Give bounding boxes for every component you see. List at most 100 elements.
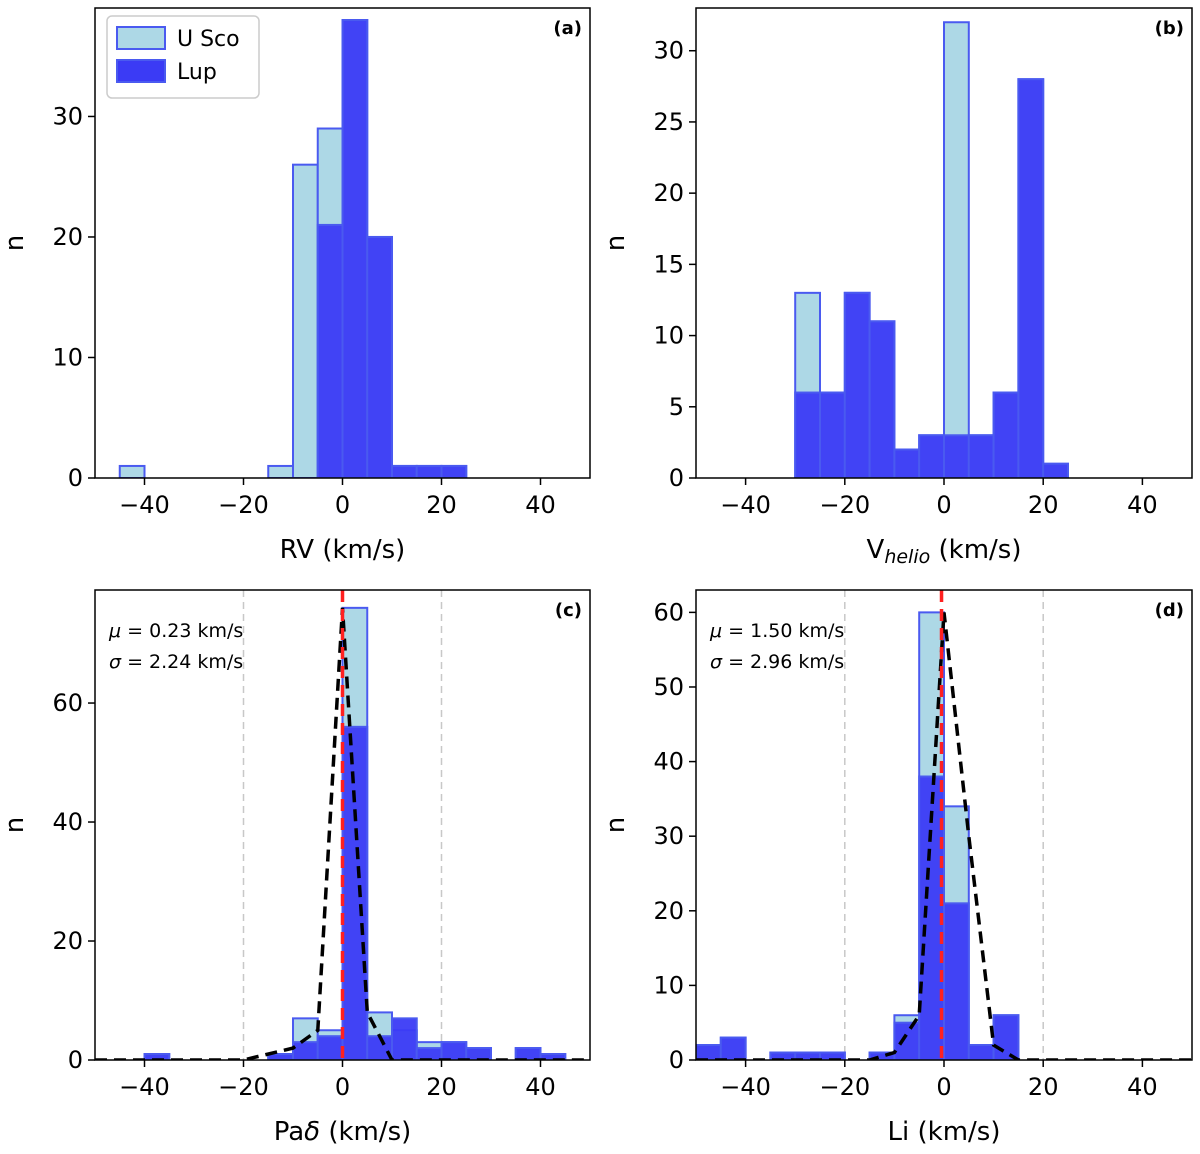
x-tick-label: 20	[426, 1073, 457, 1101]
y-axis-label: n	[0, 817, 30, 833]
y-tick-label: 0	[669, 464, 684, 492]
x-tick-label: −20	[819, 491, 870, 519]
x-axis-label: Li (km/s)	[888, 1117, 1001, 1147]
x-axis-label: Vhelio (km/s)	[867, 535, 1022, 568]
x-tick-label: −20	[218, 1073, 269, 1101]
bar-lup	[843, 291, 871, 478]
y-tick-label: 25	[653, 108, 684, 136]
y-axis-label: n	[601, 817, 631, 833]
plot-area-b	[794, 21, 1069, 478]
bar-lup	[1017, 78, 1045, 478]
panel-tag: (a)	[553, 18, 582, 39]
bar-lup	[943, 434, 970, 478]
bar-lup	[1042, 462, 1069, 478]
y-tick-label: 15	[653, 250, 684, 278]
panel-tag: (b)	[1155, 18, 1184, 39]
y-tick-label: 0	[68, 464, 83, 492]
bar-lup	[918, 434, 946, 478]
y-tick-label: 30	[653, 37, 684, 65]
x-tick-label: −20	[819, 1073, 870, 1101]
bar-lup	[415, 1047, 443, 1060]
y-tick-label: 20	[653, 179, 684, 207]
bar-lup	[992, 391, 1020, 478]
y-tick-label: 60	[653, 598, 684, 626]
bar-lup	[992, 1014, 1020, 1060]
y-tick-label: 20	[52, 927, 83, 955]
x-tick-label: −40	[119, 1073, 170, 1101]
x-tick-label: 0	[335, 491, 350, 519]
bar-lup	[539, 1053, 567, 1060]
bar-lup	[341, 725, 369, 1060]
x-tick-label: 40	[525, 491, 556, 519]
x-tick-label: −40	[720, 491, 771, 519]
y-tick-label: 0	[68, 1046, 83, 1074]
panel-b: −40 −20 0 20 40 0 5 10 15 20 25 30 Vhelio (km/s) n (b)	[601, 7, 1193, 568]
y-tick-label: 20	[653, 897, 684, 925]
panel-d: −40 −20 0 20 40 0 10 20 30 40 50 60 Li (km/s) n (d) μ =…	[601, 589, 1193, 1147]
mu-annotation: μ = 0.23 km/s	[108, 620, 243, 642]
bar-lup	[719, 1036, 747, 1060]
bar-lup	[391, 464, 418, 478]
bar-lup	[143, 1053, 171, 1060]
sigma-annotation: σ = 2.96 km/s	[710, 651, 844, 673]
legend-label-usco: U Sco	[177, 27, 240, 52]
x-tick-label: 0	[936, 491, 951, 519]
y-tick-label: 20	[52, 223, 83, 251]
bar-lup	[415, 464, 443, 478]
bar-lup	[341, 19, 369, 478]
bar-lup	[316, 1035, 344, 1060]
y-tick-label: 30	[52, 102, 83, 130]
x-tick-label: 20	[426, 491, 457, 519]
bar-lup	[440, 1041, 468, 1060]
mu-annotation: μ = 1.50 km/s	[709, 620, 844, 642]
x-tick-label: 20	[1028, 491, 1059, 519]
y-tick-label: 10	[653, 322, 684, 350]
x-tick-label: 40	[1127, 491, 1158, 519]
y-tick-label: 10	[653, 971, 684, 999]
x-axis-label: RV (km/s)	[280, 535, 406, 565]
y-tick-label: 0	[669, 1046, 684, 1074]
x-tick-label: −40	[119, 491, 170, 519]
legend-swatch-lup	[116, 59, 166, 83]
panel-a: −40 −20 0 20 40 0 10 20 30 RV (km/s) n (a) U Sco Lup	[0, 7, 591, 565]
bar-lup	[868, 320, 896, 478]
y-tick-label: 10	[52, 343, 83, 371]
bar-lup	[893, 1021, 921, 1060]
y-tick-label: 60	[52, 689, 83, 717]
x-tick-label: 0	[335, 1073, 350, 1101]
bar-lup	[967, 1044, 995, 1060]
bar-lup	[967, 434, 995, 478]
bar-lup	[391, 1017, 418, 1060]
x-tick-label: −20	[218, 491, 269, 519]
x-tick-label: −40	[720, 1073, 771, 1101]
bar-lup	[366, 235, 393, 478]
bar-usco	[118, 464, 146, 478]
bar-lup	[893, 448, 921, 478]
panel-c: −40 −20 0 20 40 0 20 40 60 Paδ (km/s) n (c) μ = 0.23…	[0, 589, 591, 1147]
y-tick-label: 30	[653, 822, 684, 850]
x-tick-label: 0	[936, 1073, 951, 1101]
legend: U Sco Lup	[106, 15, 260, 99]
gaussian-fit-line	[95, 607, 590, 1060]
x-tick-label: 40	[1127, 1073, 1158, 1101]
y-axis-label: n	[0, 235, 30, 251]
x-axis-label: Paδ (km/s)	[274, 1117, 412, 1147]
bar-lup	[465, 1047, 492, 1060]
bar-usco	[267, 464, 294, 478]
panel-tag: (d)	[1155, 600, 1184, 621]
bar-lup	[819, 391, 846, 478]
sigma-annotation: σ = 2.24 km/s	[109, 651, 243, 673]
bar-lup	[696, 1044, 722, 1060]
bar-lup	[794, 391, 822, 478]
bar-usco	[943, 21, 970, 478]
gaussian-fit-line	[696, 612, 1192, 1060]
y-tick-label: 40	[52, 808, 83, 836]
bar-lup	[943, 902, 970, 1060]
bar-lup	[514, 1047, 542, 1060]
legend-label-lup: Lup	[177, 60, 217, 85]
bar-lup	[316, 223, 344, 478]
x-tick-label: 40	[525, 1073, 556, 1101]
legend-swatch-usco	[116, 26, 166, 50]
